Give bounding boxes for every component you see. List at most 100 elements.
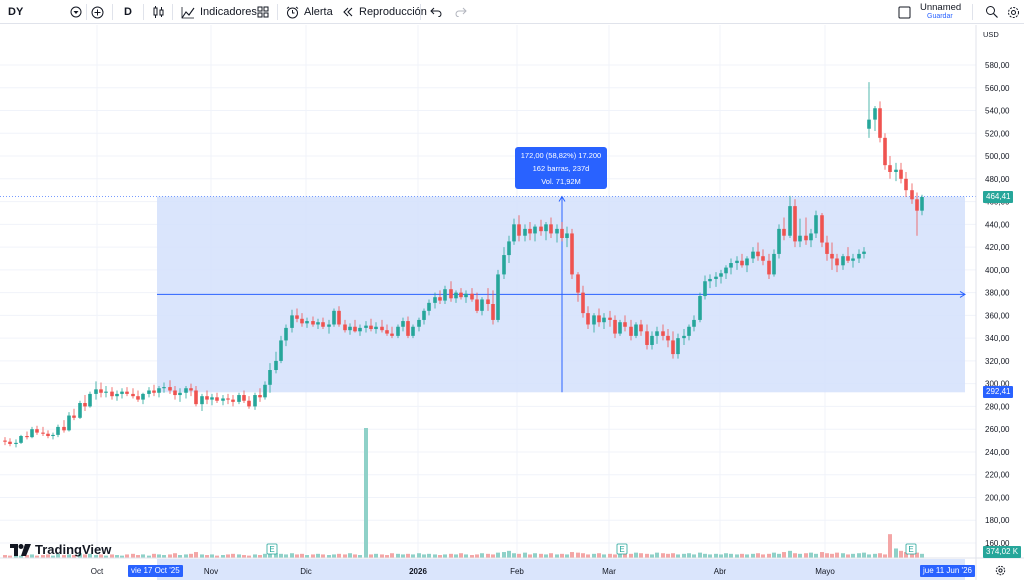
- volume-bar: [655, 552, 659, 558]
- candle: [692, 315, 696, 332]
- volume-bar: [873, 553, 877, 558]
- add-symbol-button[interactable]: [91, 0, 104, 24]
- measure-change: 172,00 (58,82%) 17.200: [520, 151, 602, 160]
- candle: [184, 385, 188, 399]
- candle: [629, 319, 633, 341]
- candle: [454, 290, 458, 303]
- volume-bar: [470, 555, 474, 558]
- candle-body: [910, 190, 914, 200]
- time-axis[interactable]: Oct Nov Dic 2026 Feb Mar Abr Mayo: [0, 557, 1024, 580]
- candle-body: [327, 324, 331, 327]
- volume-bar: [486, 553, 490, 558]
- candle-body: [698, 296, 702, 320]
- earnings-marker: [905, 543, 917, 555]
- candle-body: [67, 415, 71, 431]
- candle-body: [825, 242, 829, 254]
- candle: [544, 222, 548, 241]
- candle: [110, 387, 114, 400]
- candle-body: [396, 326, 400, 336]
- layouts-button[interactable]: [257, 0, 269, 24]
- chart-pane[interactable]: E E E 580,00 560,00 540,00 520,00 500,00 480,00…: [0, 25, 1024, 580]
- time-tick-label: Mayo: [815, 567, 835, 576]
- candle: [67, 412, 71, 432]
- symbol-compare-icon[interactable]: [70, 6, 82, 18]
- quick-search-button[interactable]: [985, 0, 999, 24]
- volume-bar: [714, 553, 718, 558]
- settings-button[interactable]: [1007, 0, 1020, 24]
- volume-bar: [899, 550, 903, 558]
- volume-bar: [602, 554, 606, 558]
- volume-bar: [290, 553, 294, 558]
- replay-button[interactable]: Reproducción: [342, 0, 427, 24]
- candle-body: [406, 321, 410, 336]
- volume-bar: [666, 553, 670, 558]
- candle-body: [671, 340, 675, 355]
- currency-label[interactable]: USD: [983, 30, 999, 39]
- volume-bar: [284, 554, 288, 558]
- candle: [290, 309, 294, 333]
- candle-body: [353, 326, 357, 332]
- candle: [767, 253, 771, 279]
- volume-bar: [533, 553, 537, 558]
- volume-bar: [698, 552, 702, 558]
- candle: [147, 387, 151, 398]
- layout-name-button[interactable]: Unnamed Guardar: [920, 0, 961, 24]
- volume-bar: [258, 555, 262, 558]
- volume-bar: [586, 554, 590, 558]
- candle-body: [454, 292, 458, 299]
- undo-button[interactable]: [430, 0, 442, 24]
- volume-bar: [274, 553, 278, 558]
- candle-body: [305, 321, 309, 324]
- candle-body: [56, 426, 60, 435]
- candle-body: [804, 235, 808, 241]
- price-axis[interactable]: 580,00560,00540,00520,00500,00480,00460,…: [975, 25, 1010, 580]
- candle-body: [385, 330, 389, 334]
- candle-body: [120, 391, 124, 394]
- volume-bar: [173, 553, 177, 558]
- candle: [83, 395, 87, 411]
- candle-body: [634, 324, 638, 336]
- candle: [814, 210, 818, 238]
- symbol-search[interactable]: DY: [8, 0, 84, 24]
- price-tick-label: 300,00: [985, 380, 1010, 389]
- time-tick-label: Abr: [714, 567, 727, 576]
- candle-body: [512, 224, 516, 242]
- volume-bar: [740, 553, 744, 558]
- candlestick-chart[interactable]: E E E 580,00 560,00 540,00 520,00 500,00 480,00…: [0, 25, 1024, 580]
- candle-body: [692, 319, 696, 327]
- candle-body: [549, 224, 553, 234]
- candle: [62, 420, 66, 433]
- volume-bar: [496, 552, 500, 558]
- volume-bar: [608, 553, 612, 558]
- earnings-marker: [616, 543, 628, 555]
- indicators-button[interactable]: Indicadores: [181, 0, 257, 24]
- volume-bar: [910, 553, 914, 558]
- interval-button[interactable]: D: [124, 6, 132, 18]
- volume-bar: [777, 553, 781, 558]
- candle-body: [136, 396, 140, 400]
- time-settings-button[interactable]: [995, 563, 1006, 581]
- candle-body: [78, 403, 82, 418]
- volume-bar: [692, 554, 696, 558]
- volume-bar: [438, 555, 442, 558]
- tradingview-logo-icon: [10, 543, 31, 556]
- chart-type-button[interactable]: [152, 0, 165, 24]
- volume-bar: [708, 554, 712, 558]
- measure-vertical-arrow: [558, 195, 566, 202]
- candle: [719, 269, 723, 284]
- volume-bar: [210, 554, 214, 558]
- layout-checkbox[interactable]: [898, 0, 911, 24]
- candle-body: [221, 398, 225, 401]
- candle-body: [380, 326, 384, 331]
- price-tick-label: 160,00: [985, 539, 1010, 548]
- volume-bar: [374, 553, 378, 558]
- redo-button[interactable]: [455, 0, 467, 24]
- candle: [581, 285, 585, 318]
- volume-bar: [454, 554, 458, 558]
- volume-bar: [523, 552, 527, 558]
- candle: [72, 408, 76, 421]
- tradingview-logo[interactable]: TradingView: [10, 542, 111, 557]
- alert-button[interactable]: Alerta: [286, 0, 333, 24]
- volume-bar: [242, 555, 246, 558]
- brand-name: TradingView: [35, 542, 112, 557]
